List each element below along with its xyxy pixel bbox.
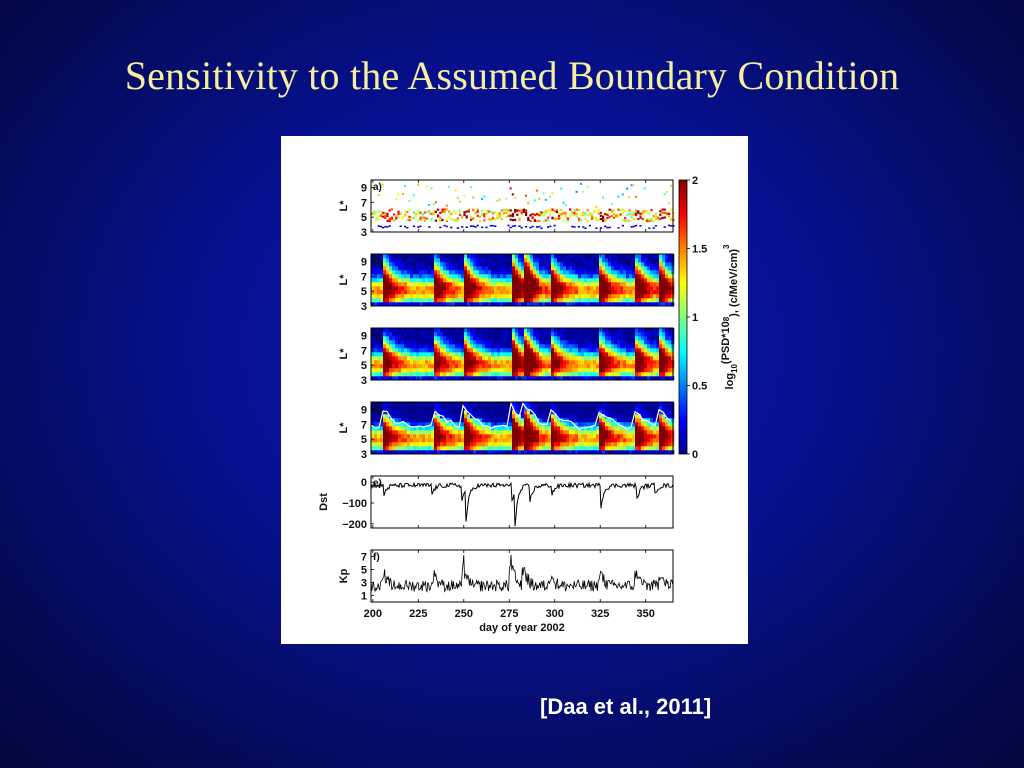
y-tick-label: 3 <box>361 375 367 387</box>
panel-label-e: e) <box>373 478 382 489</box>
panel-e: e) 0 −100 −200 Dst <box>318 475 674 531</box>
y-tick-label: 3 <box>361 301 367 313</box>
colorbar-label-part: 3 <box>722 244 731 249</box>
colorbar-tick-label: 1.5 <box>692 244 707 256</box>
colorbar-label-part: log <box>724 373 736 390</box>
y-axis-label-e: Dst <box>318 493 330 511</box>
y-tick-label: 9 <box>361 330 367 342</box>
colorbar <box>678 179 688 455</box>
colorbar-tick-label: 0.5 <box>692 381 707 393</box>
y-tick-label: 9 <box>361 404 367 416</box>
panel-d: d) 9 7 5 3 L* <box>338 401 675 461</box>
y-axis-label-a: L* <box>338 200 350 212</box>
figure-panel: a) 9 7 5 3 L* b) 9 7 5 3 L* c) 9 7 5 3 L* d) 9 7 5 3 L* e) 0 −100−… <box>281 136 748 644</box>
colorbar-tick-label: 1 <box>692 312 698 324</box>
panel-frame-b <box>370 253 674 307</box>
y-axis-label-b: L* <box>338 274 350 286</box>
x-tick-label: 350 <box>637 608 655 620</box>
boundary-line <box>370 401 672 431</box>
y-axis-label-f: Kp <box>338 568 350 583</box>
y-tick-label: 9 <box>361 256 367 268</box>
y-axis-label-d: L* <box>338 422 350 434</box>
slide-title: Sensitivity to the Assumed Boundary Cond… <box>124 53 900 98</box>
y-tick-label: 3 <box>361 449 367 461</box>
scatter-points-a <box>371 182 675 230</box>
x-tick-label: 300 <box>546 608 564 620</box>
y-tick-label: 1 <box>361 591 367 603</box>
y-tick-label: 5 <box>361 565 367 577</box>
panel-frame-a <box>370 179 674 233</box>
colorbar-label-part: (PSD*10 <box>720 321 732 364</box>
x-axis-label: day of year 2002 <box>479 622 565 634</box>
kp-line <box>370 554 673 593</box>
panel-label-f: f) <box>373 552 380 563</box>
y-tick-label: 7 <box>361 197 367 209</box>
colorbar-label-part: 10 <box>730 364 739 373</box>
y-tick-label: 3 <box>361 227 367 239</box>
panel-frame-c <box>370 327 674 381</box>
x-tick-label: 200 <box>364 608 382 620</box>
y-tick-label: 5 <box>361 434 367 446</box>
y-tick-label: 0 <box>361 477 367 489</box>
panel-label-d: d) <box>373 404 382 415</box>
colorbar-tick-label: 2 <box>692 175 698 187</box>
x-tick-label: 275 <box>500 608 518 620</box>
multi-panel-chart: a)9753L*b)9753L*c)9753L*d)9753L*e)0−100−… <box>318 175 740 634</box>
panel-c: c) 9 7 5 3 L* <box>338 327 675 387</box>
panel-frame-e <box>370 475 674 529</box>
dst-line <box>370 481 674 527</box>
y-axis-label-c: L* <box>338 348 350 360</box>
heatmap-cells-c <box>371 328 675 381</box>
citation: [Daa et al., 2011] <box>540 694 712 719</box>
x-tick-label: 325 <box>591 608 609 620</box>
heatmap-cells-d <box>371 402 675 455</box>
colorbar-label-part: ), (c/MeV/cm) <box>728 249 740 317</box>
panel-b: b) 9 7 5 3 L* <box>338 253 675 313</box>
y-tick-label: −100 <box>342 498 367 510</box>
y-tick-label: 9 <box>361 182 367 194</box>
panel-label-b: b) <box>373 256 382 267</box>
colorbar-label: log10(PSD*108), (c/MeV/cm)3 <box>720 244 740 390</box>
heatmap-cells-b <box>371 254 675 307</box>
y-tick-label: 7 <box>361 345 367 357</box>
y-tick-label: 3 <box>361 578 367 590</box>
y-tick-label: 7 <box>361 552 367 564</box>
x-tick-label: 225 <box>409 608 427 620</box>
colorbar-label-part: 8 <box>722 316 731 321</box>
y-tick-label: 7 <box>361 271 367 283</box>
panel-label-a: a) <box>373 182 382 193</box>
y-tick-label: −200 <box>342 519 367 531</box>
y-tick-label: 7 <box>361 419 367 431</box>
panel-frame-d <box>370 401 674 455</box>
panel-label-c: c) <box>373 330 382 341</box>
y-tick-label: 5 <box>361 212 367 224</box>
panel-frame-f <box>370 549 674 603</box>
x-tick-label: 250 <box>455 608 473 620</box>
y-tick-label: 5 <box>361 360 367 372</box>
colorbar-tick-label: 0 <box>692 449 698 461</box>
panel-a: a) 9 7 5 3 L* <box>338 179 675 239</box>
y-tick-label: 5 <box>361 286 367 298</box>
